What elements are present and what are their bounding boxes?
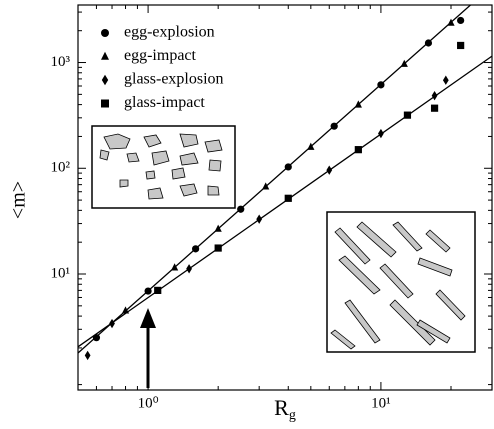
point — [192, 245, 200, 253]
point — [237, 205, 245, 213]
point — [214, 224, 222, 232]
x-tick-label: 10⁰ — [138, 395, 159, 411]
point — [154, 286, 162, 294]
point — [431, 90, 438, 101]
point — [84, 350, 91, 361]
legend-marker — [101, 99, 109, 108]
point — [284, 194, 292, 202]
y-axis-label: <m> — [8, 181, 30, 219]
point — [307, 142, 315, 150]
point — [403, 111, 412, 119]
legend-label: egg-explosion — [124, 24, 215, 41]
legend-label: egg-impact — [124, 47, 197, 64]
point — [284, 163, 292, 171]
point — [121, 306, 130, 314]
legend-marker — [101, 29, 109, 37]
point — [256, 214, 263, 224]
point — [262, 182, 270, 190]
y-tick-label: 10² — [51, 160, 71, 176]
point — [400, 59, 408, 67]
point — [330, 122, 338, 130]
point — [109, 318, 115, 329]
point — [377, 81, 385, 89]
inset-elongated-fragments — [326, 211, 476, 353]
y-tick-label: 10³ — [51, 54, 71, 70]
x-axis-label: Rg — [274, 395, 296, 423]
point — [424, 39, 433, 47]
point — [447, 18, 455, 26]
point — [214, 244, 222, 252]
point — [326, 165, 333, 175]
point — [171, 263, 179, 271]
point — [378, 128, 384, 139]
legend-label: glass-explosion — [124, 71, 224, 88]
point — [430, 104, 439, 112]
plot-frame — [77, 4, 493, 391]
legend-label: glass-impact — [124, 94, 205, 111]
legend-marker — [101, 51, 109, 60]
point — [354, 100, 362, 108]
point — [457, 16, 465, 25]
arrow — [140, 308, 156, 388]
point — [144, 287, 152, 295]
legend-marker — [101, 74, 109, 86]
inset-small-fragments — [91, 125, 236, 209]
point — [457, 41, 465, 50]
data-marks — [84, 16, 465, 361]
point — [442, 75, 449, 85]
point — [186, 264, 192, 274]
point — [354, 146, 362, 154]
y-tick-label: 10¹ — [51, 265, 71, 281]
x-tick-label: 10¹ — [371, 395, 391, 411]
point — [92, 334, 101, 342]
